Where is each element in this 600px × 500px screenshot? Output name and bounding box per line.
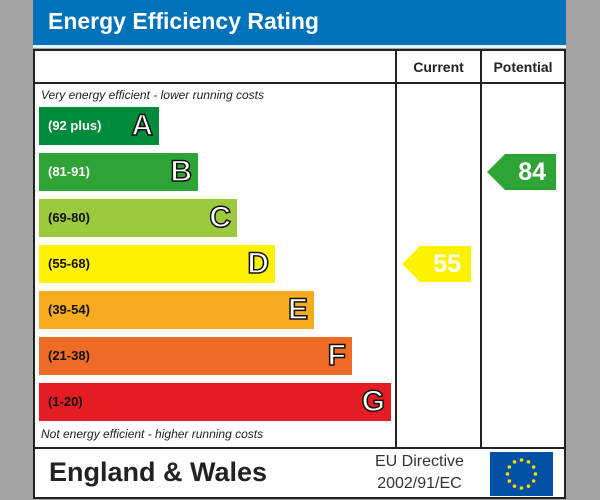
top-note: Very energy efficient - lower running co… <box>41 88 264 102</box>
bar-G: (1-20) G <box>39 383 391 421</box>
bottom-note: Not energy efficient - higher running co… <box>41 427 264 441</box>
bar-range: (1-20) <box>48 394 83 409</box>
divider <box>395 51 397 449</box>
bar-letter: G <box>361 384 386 419</box>
bar-D: (55-68) D <box>39 245 275 283</box>
region-label: England & Wales <box>49 457 268 487</box>
current-header: Current <box>413 59 464 75</box>
header: Energy Efficiency Rating <box>33 0 566 48</box>
bar-range: (39-54) <box>48 302 90 317</box>
star-icon <box>519 458 524 462</box>
bar-letter: D <box>247 246 270 281</box>
bar-letter: F <box>327 338 347 373</box>
bar-range: (69-80) <box>48 210 90 225</box>
eu-flag-icon <box>490 452 553 496</box>
bar-letter: A <box>131 108 154 143</box>
directive-line1: EU Directive <box>375 453 464 470</box>
bar-letter: E <box>287 292 309 327</box>
potential-rating-arrow: 84 <box>487 154 556 190</box>
star-icon <box>526 460 531 464</box>
bar-letter: C <box>209 200 232 235</box>
current-rating-arrow: 55 <box>402 246 471 282</box>
bar-range: (92 plus) <box>48 118 102 133</box>
bar-A: (92 plus) A <box>39 107 159 145</box>
bar-letter: B <box>170 154 193 189</box>
directive-line2: 2002/91/EC <box>377 475 462 492</box>
star-icon <box>505 472 510 476</box>
divider <box>35 82 564 84</box>
star-icon <box>531 465 536 469</box>
divider <box>480 51 482 449</box>
star-icon <box>526 484 531 488</box>
rating-table: Current Potential Very energy efficient … <box>33 49 566 499</box>
bar-F: (21-38) F <box>39 337 352 375</box>
divider <box>35 447 564 449</box>
star-icon <box>507 479 512 483</box>
bar-E: (39-54) E <box>39 291 314 329</box>
star-icon <box>519 486 524 490</box>
star-icon <box>507 465 512 469</box>
bar-range: (55-68) <box>48 256 90 271</box>
bar-B: (81-91) B <box>39 153 198 191</box>
bar-range: (81-91) <box>48 164 90 179</box>
directive-label: EU Directive 2002/91/EC <box>375 451 464 495</box>
title: Energy Efficiency Rating <box>48 8 319 34</box>
star-icon <box>531 479 536 483</box>
star-icon <box>512 460 517 464</box>
bar-C: (69-80) C <box>39 199 237 237</box>
bar-range: (21-38) <box>48 348 90 363</box>
star-icon <box>512 484 517 488</box>
star-icon <box>533 472 538 476</box>
potential-header: Potential <box>493 59 553 75</box>
